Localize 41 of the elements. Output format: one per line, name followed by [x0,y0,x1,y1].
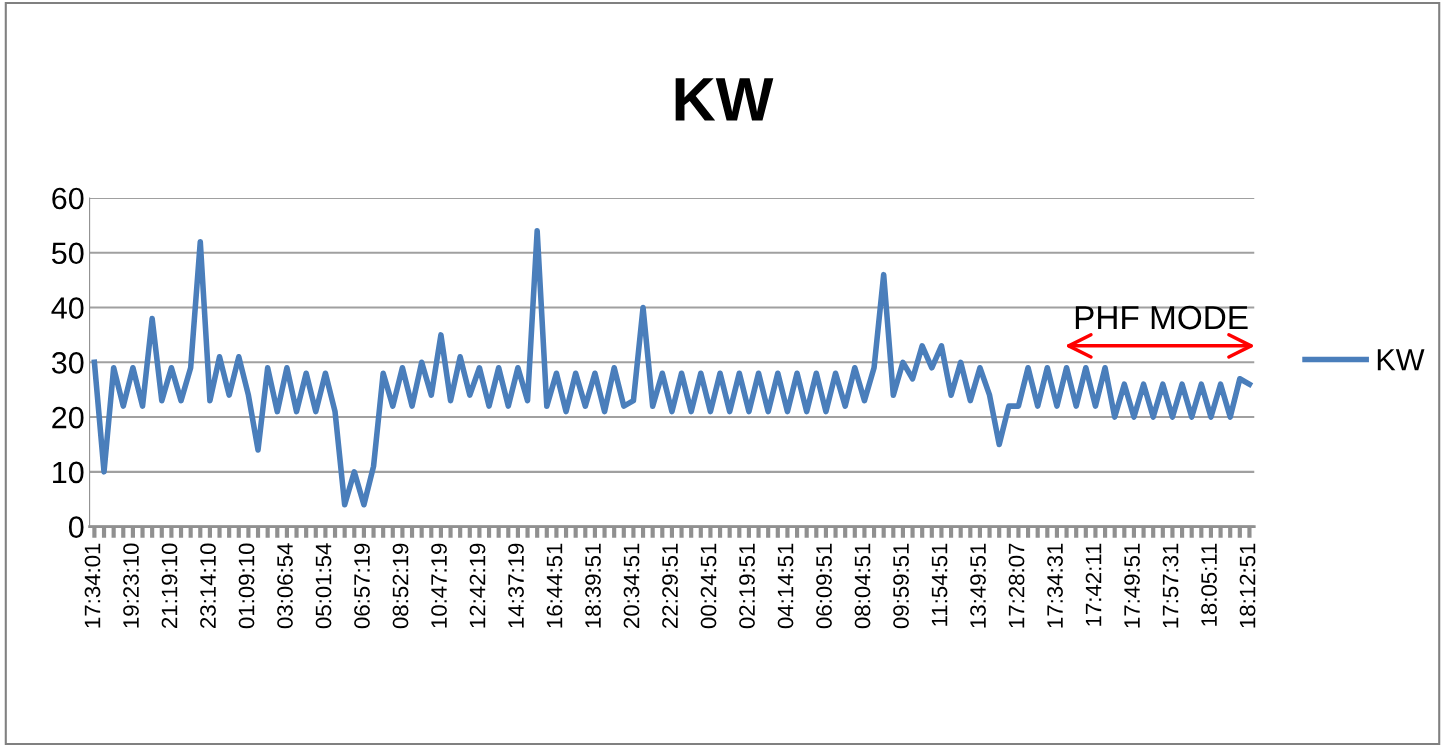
x-tick-label: 09:59:51 [893,543,909,629]
x-tick-label: 13:49:51 [970,543,986,628]
x-tick-label: 17:34:31 [1047,543,1063,628]
x-tick-label: 08:04:51 [854,543,871,629]
x-tick-label: 17:57:31 [1162,543,1179,628]
x-tick-label: 17:34:01 [84,543,101,628]
x-tick-label: 21:19:10 [161,543,178,628]
x-tick-label: 17:49:51 [1124,543,1140,628]
y-tick-label: 60 [52,187,84,210]
x-tick-label: 17:42:11 [1085,543,1102,626]
x-tick-label: 18:12:51 [1239,543,1256,628]
x-tick-label: 05:01:54 [315,543,332,629]
x-tick-label: 14:37:19 [508,543,524,628]
y-tick-label: 0 [68,516,84,539]
x-tick-label: 18:05:11 [1201,543,1217,626]
x-tick-label: 20:34:51 [623,543,640,628]
y-tick-label: 20 [52,406,84,429]
x-tick-label: 22:29:51 [662,543,678,628]
y-tick-label: 30 [51,352,84,374]
x-tick-label: 08:52:19 [392,543,409,629]
x-tick-label: 23:14:10 [200,543,216,628]
x-tick-label: 12:42:19 [469,543,486,628]
x-tick-label: 06:09:51 [816,543,832,629]
x-tick-label: 10:47:19 [431,543,447,628]
x-tick-label: 04:14:51 [777,543,794,629]
x-tick-label: 00:24:51 [700,543,717,629]
legend-label: KW [1377,349,1425,371]
x-tick-label: 18:39:51 [585,543,601,628]
annotation: PHF MODE [1075,305,1248,330]
x-tick-label: 11:54:51 [931,543,948,626]
x-tick-label: 19:23:10 [123,543,139,628]
x-tick-label: 06:57:19 [354,543,370,629]
x-tick-label: 17:28:07 [1008,543,1025,628]
y-tick-label: 40 [51,297,84,319]
y-tick-label: 10 [53,461,84,484]
chart-title: KW [675,78,774,121]
x-tick-label: 01:09:10 [238,543,255,629]
x-tick-label: 16:44:51 [546,543,563,628]
x-tick-label: 02:19:51 [739,543,755,629]
y-tick-label: 50 [51,242,84,265]
x-tick-label: 03:06:54 [277,543,293,629]
